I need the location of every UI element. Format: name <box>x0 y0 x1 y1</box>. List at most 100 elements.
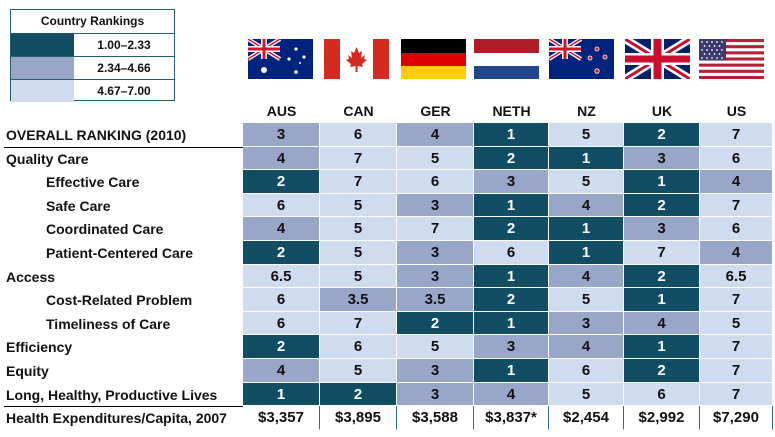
canada-flag-icon <box>324 39 389 79</box>
table-cell: 5 <box>700 311 773 336</box>
column-header-nz: NZ <box>577 103 596 119</box>
table-cell: 4 <box>700 241 773 265</box>
table-cell: 2 <box>474 217 549 241</box>
row-label: Timeliness of Care <box>46 315 171 332</box>
table-cell: 4 <box>549 193 624 218</box>
table-cell: 3 <box>624 217 700 241</box>
usa-flag-icon <box>699 39 764 79</box>
row-label: Access <box>6 268 56 285</box>
table-cell: 6 <box>243 193 320 218</box>
new-zealand-flag-icon <box>549 39 614 79</box>
table-cell: 7 <box>700 335 773 359</box>
row-label: OVERALL RANKING (2010) <box>6 127 187 143</box>
table-cell: 7 <box>320 146 397 171</box>
table-cell: 2 <box>243 170 320 194</box>
table-cell: 1 <box>549 217 624 241</box>
row-label: Effective Care <box>46 174 140 191</box>
table-cell: 1 <box>624 288 700 312</box>
table-cell: 4 <box>397 123 474 147</box>
table-cell: 4 <box>700 170 773 194</box>
row-label: Quality Care <box>6 150 89 167</box>
table-cell: 1 <box>549 241 624 265</box>
table-cell: $3,357 <box>243 406 320 430</box>
table-cell: 5 <box>320 217 397 241</box>
table-cell: 7 <box>320 311 397 336</box>
table-cell: 3 <box>397 382 474 407</box>
legend-swatch <box>11 57 74 79</box>
table-cell: 4 <box>243 146 320 171</box>
table-cell: 7 <box>320 170 397 194</box>
row-label: Efficiency <box>6 339 73 356</box>
table-cell: 4 <box>243 359 320 383</box>
table-cell: 3.5 <box>320 288 397 312</box>
column-header-neth: NETH <box>492 103 531 119</box>
table-cell: 4 <box>624 311 700 336</box>
table-cell: 6 <box>320 123 397 147</box>
table-cell: 6 <box>243 311 320 336</box>
table-cell: $7,290 <box>700 406 773 430</box>
table-cell: $3,837* <box>474 406 549 430</box>
legend-title: Country Rankings <box>40 14 145 28</box>
table-cell: 5 <box>320 241 397 265</box>
table-cell: 3 <box>624 146 700 171</box>
table-cell: 6 <box>320 335 397 359</box>
table-cell: 6 <box>474 241 549 265</box>
row-divider <box>4 406 243 408</box>
table-cell: 5 <box>397 146 474 171</box>
row-label: Health Expenditures/Capita, 2007 <box>6 410 227 427</box>
row-label: Patient-Centered Care <box>46 245 194 261</box>
table-cell: 1 <box>474 193 549 218</box>
table-cell: 2 <box>243 241 320 265</box>
table-cell: 5 <box>320 359 397 383</box>
table-cell: 3 <box>243 123 320 147</box>
table-cell: 2 <box>624 123 700 147</box>
column-header-uk: UK <box>651 103 673 119</box>
table-cell: 3 <box>397 264 474 289</box>
table-cell: 4 <box>474 382 549 407</box>
row-label: Cost-Related Problem <box>46 292 193 309</box>
table-cell: $2,992 <box>624 406 700 430</box>
table-cell: 7 <box>700 123 773 147</box>
table-cell: $3,895 <box>320 406 397 430</box>
table-cell: 6 <box>700 146 773 171</box>
legend-label: 4.67–7.00 <box>97 84 151 98</box>
table-cell: 3 <box>474 170 549 194</box>
legend-item-tier2: 2.34–4.66 <box>11 56 174 79</box>
table-cell: 5 <box>320 193 397 218</box>
germany-flag-icon <box>401 39 466 79</box>
table-cell: 1 <box>474 123 549 147</box>
table-cell: 5 <box>549 170 624 194</box>
table-cell: 6.5 <box>243 264 320 289</box>
table-cell: 7 <box>397 217 474 241</box>
table-cell: 3 <box>397 193 474 218</box>
table-cell: 7 <box>700 193 773 218</box>
legend-swatch <box>11 80 74 102</box>
australia-flag-icon <box>248 39 313 79</box>
legend-label: 1.00–2.33 <box>97 38 151 52</box>
table-cell: 1 <box>474 311 549 336</box>
uk-flag-icon <box>625 39 690 79</box>
table-cell: $2,454 <box>549 406 624 430</box>
table-cell: 6 <box>624 382 700 407</box>
table-cell: 1 <box>624 335 700 359</box>
table-cell: 1 <box>474 359 549 383</box>
table-cell: 4 <box>243 217 320 241</box>
column-header-us: US <box>726 103 747 119</box>
table-cell: 6 <box>397 170 474 194</box>
table-cell: 6 <box>549 359 624 383</box>
row-label: Safe Care <box>46 197 111 214</box>
table-cell: 1 <box>474 264 549 289</box>
table-cell: 7 <box>624 241 700 265</box>
table-cell: 1 <box>624 170 700 194</box>
table-cell: 2 <box>474 146 549 171</box>
row-label: Long, Healthy, Productive Lives <box>6 386 218 403</box>
legend-item-tier3: 4.67–7.00 <box>11 79 174 102</box>
column-header-can: CAN <box>343 103 374 119</box>
netherlands-flag-icon <box>474 39 539 79</box>
table-cell: 3 <box>549 311 624 336</box>
table-cell: 7 <box>700 288 773 312</box>
table-cell: 5 <box>549 288 624 312</box>
table-cell: 7 <box>700 382 773 407</box>
table-cell: 3 <box>397 359 474 383</box>
table-cell: $3,588 <box>397 406 474 430</box>
